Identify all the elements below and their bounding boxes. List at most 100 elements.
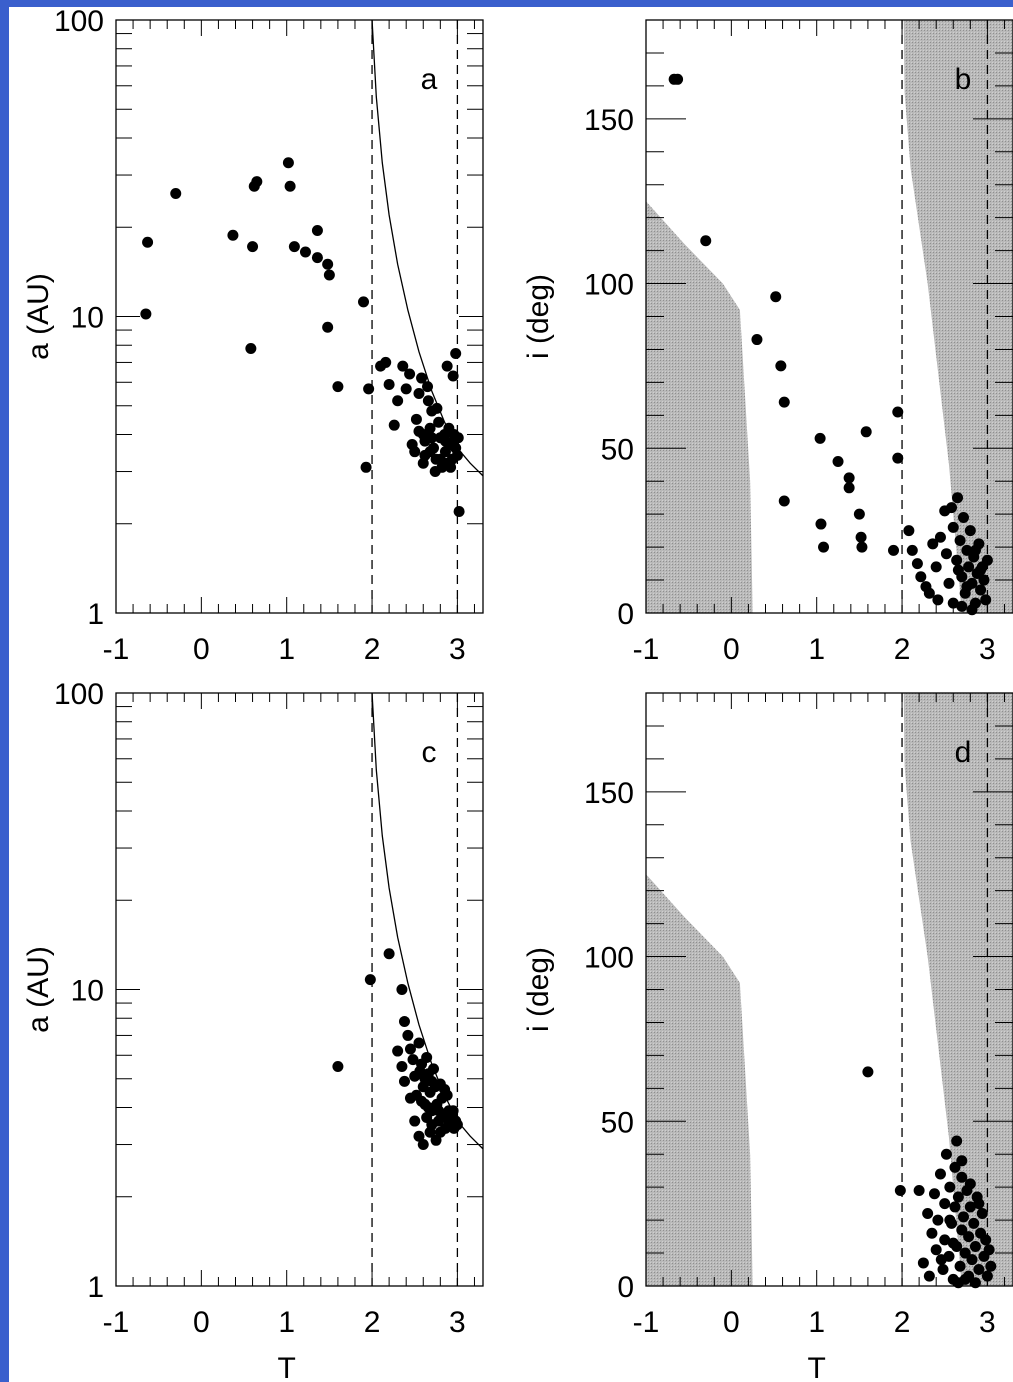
- data-point: [439, 435, 451, 447]
- data-point: [940, 548, 952, 560]
- data-point: [975, 564, 987, 576]
- data-point: [433, 416, 445, 428]
- data-point: [973, 1198, 985, 1210]
- data-point: [358, 296, 370, 308]
- data-point: [975, 584, 987, 596]
- y-axis-label: a (AU): [22, 946, 55, 1033]
- data-point: [396, 984, 408, 995]
- x-tick-label: 0: [193, 1306, 210, 1339]
- data-point: [980, 594, 992, 606]
- data-point: [170, 187, 182, 199]
- data-point: [417, 457, 429, 469]
- y-axis-label: a (AU): [22, 273, 55, 360]
- data-point: [956, 600, 968, 612]
- data-point: [417, 1139, 429, 1151]
- data-point: [963, 561, 975, 573]
- data-point: [923, 587, 935, 599]
- data-point: [424, 422, 436, 434]
- data-point: [407, 1054, 419, 1066]
- data-point: [959, 1247, 971, 1259]
- data-point: [954, 535, 966, 547]
- data-point: [855, 531, 867, 543]
- data-point: [937, 1264, 949, 1276]
- data-point: [429, 466, 441, 478]
- x-tick-label: 1: [278, 633, 295, 666]
- data-point: [957, 511, 969, 523]
- data-point: [939, 1234, 951, 1246]
- plot-frame: [115, 692, 484, 1287]
- data-point: [422, 395, 434, 407]
- data-point: [969, 544, 981, 556]
- y-tick-label: 10: [71, 975, 104, 1008]
- data-point: [935, 1254, 947, 1266]
- x-tick-label: 0: [723, 1306, 740, 1339]
- data-point: [951, 1135, 963, 1147]
- data-point: [413, 387, 425, 399]
- data-point: [388, 419, 400, 431]
- data-point: [913, 1184, 925, 1196]
- data-point: [227, 229, 239, 241]
- data-point: [860, 426, 872, 438]
- data-point: [947, 1237, 959, 1249]
- plot-frame: [115, 19, 484, 614]
- data-point: [949, 1161, 961, 1173]
- data-point: [951, 554, 963, 566]
- data-point: [450, 348, 462, 360]
- shaded-region-right: [903, 693, 1013, 1286]
- data-point: [934, 1168, 946, 1180]
- data-point: [981, 1270, 993, 1282]
- data-point: [923, 1270, 935, 1282]
- data-point: [843, 472, 855, 484]
- x-tick-label: 0: [723, 633, 740, 666]
- data-point: [443, 1115, 455, 1127]
- panel-a: -1 0 1 2 3 1 10 100 a a (AU): [22, 5, 484, 666]
- data-point: [426, 1119, 438, 1131]
- data-point: [364, 974, 376, 986]
- panel-letter: c: [422, 736, 437, 769]
- data-point: [969, 1240, 981, 1252]
- data-point: [404, 1092, 416, 1104]
- data-point: [892, 452, 904, 464]
- data-point: [944, 1181, 956, 1193]
- data-point: [954, 1260, 966, 1272]
- data-point: [956, 1171, 968, 1183]
- data-point: [383, 378, 395, 390]
- y-tick-label: 10: [71, 302, 104, 335]
- data-point: [973, 1264, 985, 1276]
- data-point: [700, 235, 712, 247]
- data-point: [952, 564, 964, 576]
- data-point: [751, 334, 763, 346]
- data-point: [944, 1214, 956, 1226]
- data-point: [398, 1015, 410, 1027]
- data-point: [832, 455, 844, 467]
- data-point: [906, 544, 918, 556]
- data-point: [322, 258, 334, 270]
- data-point: [392, 395, 404, 407]
- data-point: [413, 425, 425, 437]
- data-point: [959, 1273, 971, 1285]
- data-point: [409, 446, 421, 458]
- data-point: [961, 581, 973, 593]
- data-point: [940, 1148, 952, 1160]
- data-point: [980, 1234, 992, 1246]
- data-point: [413, 1130, 425, 1142]
- data-point: [251, 176, 263, 188]
- data-point: [448, 435, 460, 447]
- y-axis-label: i (deg): [522, 947, 555, 1032]
- x-tick-label: 3: [979, 633, 996, 666]
- data-point: [964, 1201, 976, 1213]
- data-point: [946, 502, 958, 514]
- data-point: [419, 435, 431, 447]
- y-tick-label: 0: [617, 598, 634, 631]
- x-tick-label: 1: [808, 633, 825, 666]
- data-point: [323, 269, 335, 281]
- data-point: [311, 252, 323, 264]
- data-point: [311, 225, 323, 237]
- data-point: [441, 360, 453, 372]
- y-tick-label: 150: [584, 104, 634, 137]
- y-tick-label: 100: [54, 5, 104, 38]
- data-point: [284, 180, 296, 192]
- y-tick-label: 100: [54, 678, 104, 711]
- data-point: [976, 1208, 988, 1220]
- data-point: [397, 360, 409, 372]
